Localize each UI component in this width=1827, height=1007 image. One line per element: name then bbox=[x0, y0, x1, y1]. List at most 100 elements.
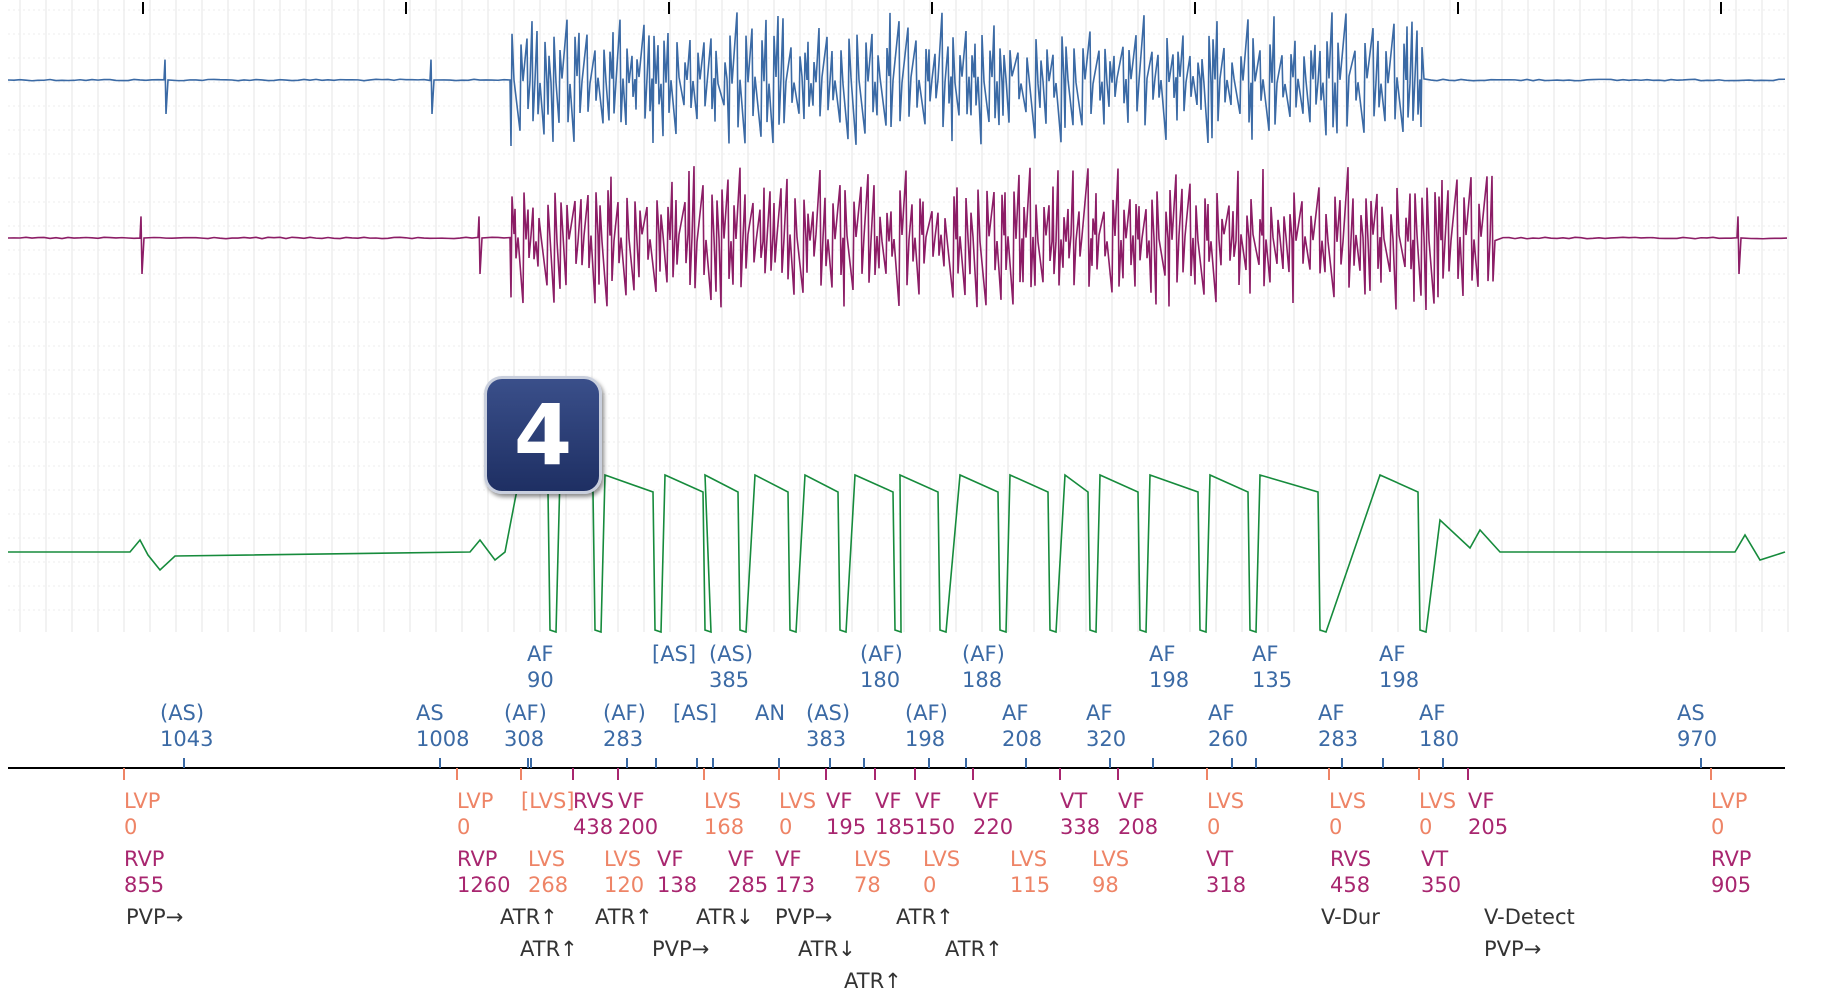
ventricular-marker-label: RVP bbox=[124, 847, 164, 871]
ventricular-marker-label: LVS bbox=[1092, 847, 1129, 871]
atrial-marker-value: 320 bbox=[1086, 727, 1126, 751]
atrial-marker-value: 180 bbox=[1419, 727, 1459, 751]
ventricular-marker-value: 150 bbox=[915, 815, 955, 839]
atrial-marker-label: AF bbox=[1419, 701, 1445, 725]
atrial-marker-label: AS bbox=[1677, 701, 1705, 725]
event-marker: ATR↓ bbox=[696, 905, 754, 929]
ventricular-marker-value: 285 bbox=[728, 873, 768, 897]
ventricular-marker-value: 905 bbox=[1711, 873, 1751, 897]
shock-egm-channel bbox=[8, 473, 1786, 634]
atrial-marker-label: [AS] bbox=[673, 701, 717, 725]
top-timeline-ticks bbox=[142, 2, 1722, 14]
ventricular-marker-value: 195 bbox=[826, 815, 866, 839]
atrial-marker-label: (AF) bbox=[860, 642, 903, 666]
shock-egm-trace bbox=[8, 473, 1786, 634]
atrial-marker-label: (AS) bbox=[709, 642, 753, 666]
ventricular-marker-value: 438 bbox=[573, 815, 613, 839]
ventricular-marker-value: 200 bbox=[618, 815, 658, 839]
atrial-marker-label: AF bbox=[1318, 701, 1344, 725]
atrial-marker-label: [AS] bbox=[652, 642, 696, 666]
atrial-marker-value: 1043 bbox=[160, 727, 213, 751]
ventricular-marker-label: RVS bbox=[1330, 847, 1371, 871]
event-marker: ATR↑ bbox=[595, 905, 653, 929]
ventricular-marker-label: VF bbox=[915, 789, 941, 813]
ventricular-marker-label: LVP bbox=[124, 789, 160, 813]
atrial-marker-label: AF bbox=[1208, 701, 1234, 725]
ventricular-marker-value: 168 bbox=[704, 815, 744, 839]
ventricular-marker-label: RVP bbox=[457, 847, 497, 871]
ventricular-marker-value: 173 bbox=[775, 873, 815, 897]
ventricular-marker-label: LVS bbox=[604, 847, 641, 871]
ventricular-marker-label: LVS bbox=[923, 847, 960, 871]
atrial-marker-label: AF bbox=[1379, 642, 1405, 666]
ventricular-marker-value: 138 bbox=[657, 873, 697, 897]
ventricular-marker-value: 0 bbox=[923, 873, 936, 897]
ventricular-marker-value: 78 bbox=[854, 873, 881, 897]
ventricular-marker-value: 350 bbox=[1421, 873, 1461, 897]
step-number: 4 bbox=[513, 386, 573, 484]
ventricular-marker-value: 458 bbox=[1330, 873, 1370, 897]
atrial-marker-value: 135 bbox=[1252, 668, 1292, 692]
ventricular-marker-label: LVS bbox=[1329, 789, 1366, 813]
ventricular-marker-label: VF bbox=[728, 847, 754, 871]
ventricular-marker-label: RVS bbox=[573, 789, 614, 813]
ventricular-marker-label: VT bbox=[1060, 789, 1087, 813]
event-marker: ATR↓ bbox=[798, 937, 856, 961]
atrial-marker-label: (AF) bbox=[905, 701, 948, 725]
event-marker: PVP→ bbox=[652, 937, 709, 961]
ventricular-marker-value: 855 bbox=[124, 873, 164, 897]
atrial-marker-value: 90 bbox=[527, 668, 554, 692]
atrial-marker-label: AF bbox=[1252, 642, 1278, 666]
ventricular-marker-label: VF bbox=[1468, 789, 1494, 813]
atrial-marker-label: AF bbox=[1086, 701, 1112, 725]
atrial-marker-label: (AS) bbox=[160, 701, 204, 725]
ventricular-marker-label: LVS bbox=[1010, 847, 1047, 871]
ventricular-egm-channel bbox=[7, 166, 1788, 310]
ventricular-marker-value: 208 bbox=[1118, 815, 1158, 839]
ventricular-marker-label: VF bbox=[875, 789, 901, 813]
marker-ticks bbox=[123, 758, 1712, 780]
atrial-marker-value: 283 bbox=[1318, 727, 1358, 751]
atrial-marker-value: 283 bbox=[603, 727, 643, 751]
atrial-marker-value: 308 bbox=[504, 727, 544, 751]
event-marker: ATR↑ bbox=[500, 905, 558, 929]
atrial-marker-value: 188 bbox=[962, 668, 1002, 692]
ventricular-marker-label: VT bbox=[1421, 847, 1448, 871]
atrial-marker-label: AF bbox=[1002, 701, 1028, 725]
atrial-marker-value: 383 bbox=[806, 727, 846, 751]
ventricular-marker-label: LVS bbox=[1419, 789, 1456, 813]
event-marker: PVP→ bbox=[126, 905, 183, 929]
ventricular-marker-value: 0 bbox=[124, 815, 137, 839]
atrial-marker-label: (AS) bbox=[806, 701, 850, 725]
ventricular-marker-value: 205 bbox=[1468, 815, 1508, 839]
event-marker: ATR↑ bbox=[896, 905, 954, 929]
event-marker: ATR↑ bbox=[945, 937, 1003, 961]
ventricular-marker-value: 120 bbox=[604, 873, 644, 897]
ventricular-marker-label: VF bbox=[775, 847, 801, 871]
atrial-egm-channel bbox=[7, 12, 1786, 146]
atrial-marker-label: AN bbox=[755, 701, 785, 725]
ventricular-marker-label: LVS bbox=[779, 789, 816, 813]
event-marker: V-Detect bbox=[1484, 905, 1575, 929]
ventricular-marker-label: RVP bbox=[1711, 847, 1751, 871]
atrial-marker-label: (AF) bbox=[603, 701, 646, 725]
event-marker: ATR↑ bbox=[844, 969, 902, 993]
ventricular-marker-label: VF bbox=[826, 789, 852, 813]
ventricular-marker-value: 98 bbox=[1092, 873, 1119, 897]
ventricular-marker-value: 0 bbox=[779, 815, 792, 839]
atrial-marker-label: (AF) bbox=[962, 642, 1005, 666]
ventricular-marker-label: VF bbox=[618, 789, 644, 813]
ventricular-marker-label: VF bbox=[1118, 789, 1144, 813]
ventricular-marker-label: LVP bbox=[1711, 789, 1747, 813]
atrial-egm-trace bbox=[7, 12, 1786, 146]
atrial-marker-value: 970 bbox=[1677, 727, 1717, 751]
ventricular-marker-value: 185 bbox=[875, 815, 915, 839]
ventricular-marker-value: 115 bbox=[1010, 873, 1050, 897]
atrial-marker-label: AF bbox=[527, 642, 553, 666]
ventricular-marker-label: LVS bbox=[854, 847, 891, 871]
atrial-marker-value: 260 bbox=[1208, 727, 1248, 751]
ventricular-marker-label: VF bbox=[973, 789, 999, 813]
atrial-marker-value: 198 bbox=[1379, 668, 1419, 692]
atrial-marker-value: 385 bbox=[709, 668, 749, 692]
